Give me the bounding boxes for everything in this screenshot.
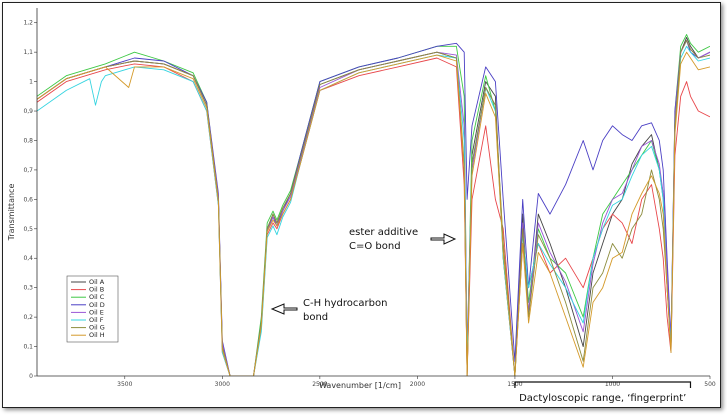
- series-line-2: [37, 57, 710, 376]
- annotation-ester-line2: C=O bond: [349, 241, 401, 252]
- annotation-ester: ester additive C=O bond: [349, 227, 457, 252]
- legend-label-1: Oil A: [89, 278, 105, 286]
- y-tick-label: 1,2: [23, 20, 33, 27]
- annotation-ester-arrow-icon: [430, 233, 457, 245]
- x-tick-label: 1000: [605, 381, 620, 388]
- y-tick-label: 0,6: [23, 196, 33, 203]
- annotation-ester-line1: ester additive: [349, 227, 418, 238]
- series-line-6: [37, 45, 710, 376]
- range-label: Dactyloscopic range, ‘fingerprint’: [519, 393, 686, 404]
- y-tick-label: 1: [29, 79, 33, 86]
- legend-label-8: Oil H: [89, 331, 105, 339]
- legend-box: [66, 275, 119, 343]
- series-line-5: [37, 39, 710, 376]
- y-tick-label: 0,3: [23, 285, 33, 292]
- annotation-ch-line1: C-H hydrocarbon: [303, 298, 387, 309]
- legend-label-3: Oil C: [89, 293, 105, 301]
- legend-label-2: Oil B: [89, 286, 104, 294]
- y-axis-title: Transmittance: [7, 184, 16, 242]
- x-tick-label: 500: [704, 381, 716, 388]
- y-tick-label: 0,8: [23, 137, 33, 144]
- y-tick-label: 0,7: [23, 167, 33, 174]
- x-tick-label: 3000: [215, 381, 230, 388]
- x-axis-title: Wavenumber [1/cm]: [319, 381, 401, 390]
- range-bracket: [514, 381, 692, 388]
- annotation-range: Dactyloscopic range, ‘fingerprint’: [514, 381, 692, 404]
- y-tick-label: 0,4: [23, 255, 33, 262]
- legend-label-4: Oil D: [89, 301, 105, 309]
- y-tick-label: 0,5: [23, 226, 33, 233]
- series-layer: [37, 34, 710, 376]
- x-tick-label: 3500: [117, 381, 132, 388]
- y-tick-label: 0,2: [23, 314, 33, 321]
- legend-label-5: Oil E: [89, 308, 104, 316]
- legend-label-7: Oil G: [89, 324, 105, 332]
- x-tick-label: 2500: [312, 381, 327, 388]
- y-tick-label: 0: [29, 373, 33, 380]
- axes-layer: [36, 8, 710, 377]
- annotation-ch-line2: bond: [303, 312, 328, 323]
- legend-label-6: Oil F: [89, 316, 104, 324]
- annotation-ch-arrow-icon: [270, 303, 298, 315]
- x-tick-label: 2000: [410, 381, 425, 388]
- series-line-3: [37, 34, 710, 376]
- y-ticks: 0 0,1 0,2 0,3 0,4 0,5 0,6 0,7 0,8 0,9 1 1,1 1,2: [23, 20, 37, 380]
- series-line-8: [37, 51, 710, 376]
- y-tick-label: 0,1: [23, 344, 33, 351]
- y-tick-label: 1,1: [23, 49, 33, 56]
- annotation-ch: C-H hydrocarbon bond: [270, 298, 387, 323]
- plot-area: [37, 34, 710, 376]
- y-tick-label: 0,9: [23, 108, 33, 115]
